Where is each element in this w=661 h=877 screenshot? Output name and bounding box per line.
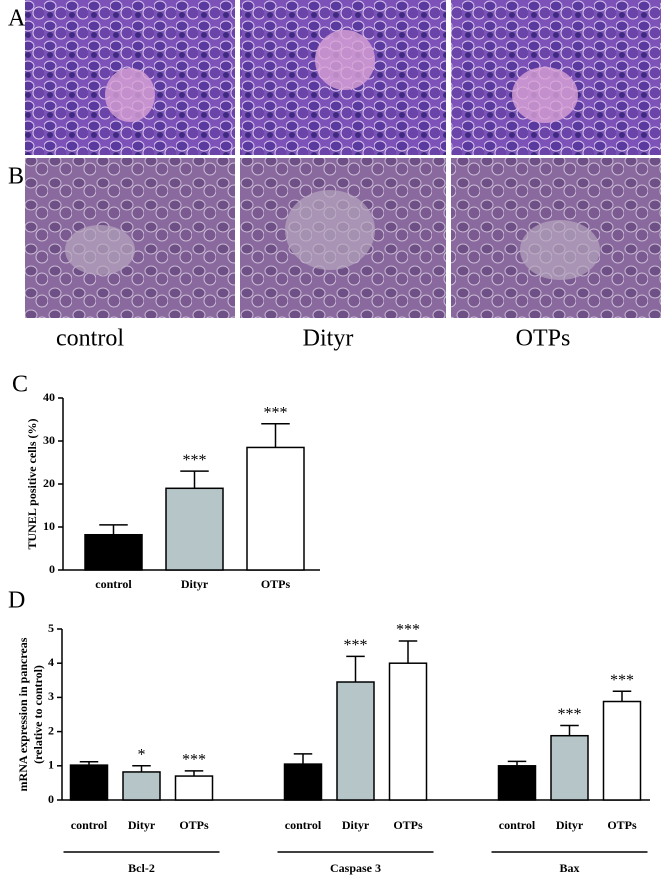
bar bbox=[283, 763, 323, 801]
image-label: control bbox=[56, 326, 124, 352]
y-tick-label: 0 bbox=[48, 792, 54, 806]
y-tick-label: 3 bbox=[48, 689, 54, 703]
x-tick-label: OTPs bbox=[393, 818, 423, 832]
x-tick-label: control bbox=[285, 818, 322, 832]
x-tick-label: OTPs bbox=[607, 818, 637, 832]
x-tick-label: Dityr bbox=[128, 818, 156, 832]
significance: * bbox=[138, 746, 146, 763]
significance: *** bbox=[182, 752, 206, 769]
y-tick-label: 30 bbox=[43, 433, 55, 447]
significance: *** bbox=[396, 622, 420, 639]
x-tick-label: control bbox=[71, 818, 108, 832]
y-axis-label: TUNEL positive cells (%) bbox=[25, 418, 39, 549]
y-tick-label: 4 bbox=[48, 655, 54, 669]
y-axis-label: (relative to control) bbox=[31, 665, 45, 764]
islet bbox=[105, 68, 155, 122]
x-tick-label: OTPs bbox=[261, 577, 291, 591]
y-tick-label: 1 bbox=[48, 758, 54, 772]
significance: *** bbox=[264, 404, 288, 421]
bar bbox=[122, 771, 161, 801]
islet bbox=[315, 30, 375, 90]
y-tick-label: 20 bbox=[43, 476, 55, 490]
bar bbox=[388, 662, 428, 801]
islet bbox=[520, 220, 600, 280]
y-tick-label: 10 bbox=[43, 519, 55, 533]
panel-label: D bbox=[8, 588, 25, 614]
bar bbox=[246, 446, 305, 571]
group-label: Bcl-2 bbox=[128, 861, 155, 875]
panel-label: B bbox=[8, 164, 24, 190]
y-tick-label: 0 bbox=[49, 562, 55, 576]
x-tick-label: Dityr bbox=[181, 577, 209, 591]
bar bbox=[165, 487, 224, 571]
x-tick-label: Dityr bbox=[556, 818, 584, 832]
islet bbox=[285, 190, 375, 270]
bar bbox=[84, 533, 143, 571]
significance: *** bbox=[344, 637, 368, 654]
bar bbox=[497, 765, 537, 801]
bar bbox=[602, 700, 642, 801]
bar bbox=[69, 764, 109, 801]
x-tick-label: control bbox=[95, 577, 132, 591]
x-tick-label: OTPs bbox=[179, 818, 209, 832]
group-label: Caspase 3 bbox=[330, 861, 381, 875]
y-axis-label: mRNA expression in pancreas bbox=[16, 637, 30, 791]
micrographs bbox=[25, 0, 661, 318]
group-label: Bax bbox=[559, 861, 579, 875]
islet bbox=[65, 225, 135, 275]
image-label: Dityr bbox=[303, 326, 354, 352]
image-label: OTPs bbox=[516, 326, 571, 352]
x-tick-label: Dityr bbox=[342, 818, 370, 832]
bar bbox=[550, 734, 589, 801]
panel-label: A bbox=[8, 6, 26, 32]
x-tick-label: control bbox=[499, 818, 536, 832]
bar bbox=[336, 681, 375, 801]
significance: *** bbox=[558, 706, 582, 723]
y-tick-label: 5 bbox=[48, 621, 54, 635]
y-tick-label: 40 bbox=[43, 390, 55, 404]
significance: *** bbox=[183, 452, 207, 469]
y-tick-label: 2 bbox=[48, 723, 54, 737]
bar bbox=[174, 775, 214, 801]
islet bbox=[512, 67, 578, 123]
significance: *** bbox=[610, 672, 634, 689]
panel-label: C bbox=[12, 372, 28, 398]
